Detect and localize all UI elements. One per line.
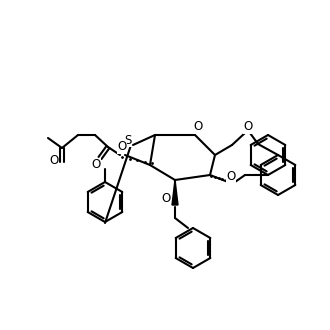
Text: O: O bbox=[193, 120, 203, 134]
Text: O: O bbox=[244, 120, 253, 134]
Text: O: O bbox=[117, 141, 127, 153]
Text: O: O bbox=[50, 153, 59, 167]
Text: O: O bbox=[226, 170, 236, 182]
Text: S: S bbox=[124, 134, 132, 147]
Text: O: O bbox=[91, 157, 101, 171]
Text: O: O bbox=[161, 191, 171, 205]
Polygon shape bbox=[172, 180, 178, 205]
